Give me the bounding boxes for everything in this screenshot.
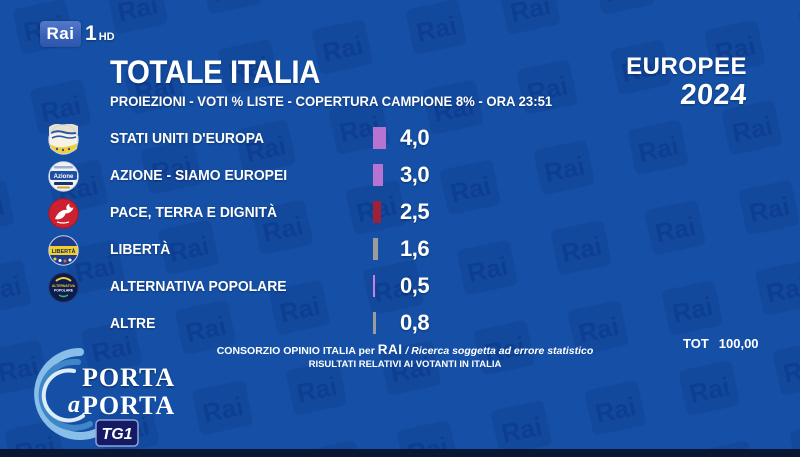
svg-text:Azione: Azione	[54, 174, 74, 180]
result-value: 0,5	[400, 273, 430, 298]
porta-text-2: PORTA	[82, 391, 175, 420]
total-value: 100,00	[718, 336, 759, 351]
table-row: ALTERNATIVA POPOLARE ALTERNATIVA POPOLAR…	[48, 270, 478, 307]
porta-a-porta-logo: PORTA a PORTA TG1	[34, 348, 175, 447]
disclaimer-line2: RISULTATI RELATIVI AI VOTANTI IN ITALIA	[308, 358, 502, 370]
rai1-channel-bug: Rai 1 HD	[40, 21, 115, 47]
azione-siamo-europei-logo: Azione	[48, 161, 79, 192]
total: TOT 100,00	[683, 336, 759, 351]
pace-terra-dignita-logo	[48, 198, 79, 229]
result-bar	[373, 127, 386, 149]
total-label: TOT	[683, 336, 709, 351]
result-bar	[373, 201, 381, 223]
result-value: 1,6	[400, 236, 430, 261]
result-bar	[373, 238, 378, 260]
channel-number: 1	[85, 22, 97, 45]
disclaimer-line1: CONSORZIO OPINIO ITALIA per RAI / Ricerc…	[205, 342, 605, 359]
tg1-text: TG1	[101, 426, 132, 443]
porta-arcs	[34, 348, 102, 440]
table-row: Azione AZIONE - SIAMO EUROPEI 3,0	[48, 159, 478, 196]
results-list: STATI UNITI D'EUROPA 4,0 Azione AZIONE -…	[48, 122, 478, 344]
porta-text-1: PORTA	[82, 363, 175, 392]
result-value: 4,0	[400, 125, 430, 150]
result-value: 2,5	[400, 199, 430, 224]
stati-uniti-europa-logo	[48, 124, 79, 155]
party-name: ALTERNATIVA POPOLARE	[110, 279, 287, 295]
table-row: STATI UNITI D'EUROPA 4,0	[48, 122, 478, 159]
result-value: 0,8	[400, 310, 430, 335]
event-year: 2024	[679, 79, 749, 111]
disclaimer-prefix: CONSORZIO OPINIO ITALIA per	[216, 345, 375, 357]
disclaimer-suffix: / Ricerca soggetta ad errore statistico	[405, 345, 594, 357]
liberta-logo: LIBERTÀ	[48, 235, 79, 266]
svg-text:LIBERTÀ: LIBERTÀ	[52, 248, 76, 255]
header: TOTALE ITALIA PROIEZIONI - VOTI % LISTE …	[110, 54, 566, 109]
disclaimer-rai: RAI	[377, 342, 403, 357]
tg1-logo: TG1	[95, 419, 139, 447]
page-title: TOTALE ITALIA	[110, 54, 320, 90]
party-name: STATI UNITI D'EUROPA	[110, 131, 265, 147]
svg-text:POPOLARE: POPOLARE	[54, 289, 74, 293]
party-name: AZIONE - SIAMO EUROPEI	[110, 168, 288, 184]
svg-text:ALTERNATIVA: ALTERNATIVA	[52, 284, 76, 288]
disclaimer: CONSORZIO OPINIO ITALIA per RAI / Ricerc…	[205, 342, 605, 371]
rai-logo: Rai	[40, 21, 81, 47]
party-name: ALTRE	[110, 316, 156, 332]
page-subtitle: PROIEZIONI - VOTI % LISTE - COPERTURA CA…	[110, 94, 553, 109]
table-row: ALTRE 0,8	[48, 307, 478, 344]
porta-text-a: a	[68, 392, 80, 418]
result-bar	[373, 164, 383, 186]
party-name: LIBERTÀ	[110, 242, 171, 258]
result-bar	[373, 275, 375, 297]
result-value: 3,0	[400, 162, 430, 187]
event-name: EUROPEE	[626, 53, 747, 80]
event-badge: EUROPEE 2024	[626, 53, 749, 112]
result-bar	[373, 312, 376, 334]
letterbox-strip	[0, 449, 800, 457]
table-row: LIBERTÀ LIBERTÀ 1,6	[48, 233, 478, 270]
alternativa-popolare-logo: ALTERNATIVA POPOLARE	[48, 272, 79, 303]
table-row: PACE, TERRA E DIGNITÀ 2,5	[48, 196, 478, 233]
hd-badge: HD	[98, 31, 115, 43]
party-name: PACE, TERRA E DIGNITÀ	[110, 205, 278, 221]
